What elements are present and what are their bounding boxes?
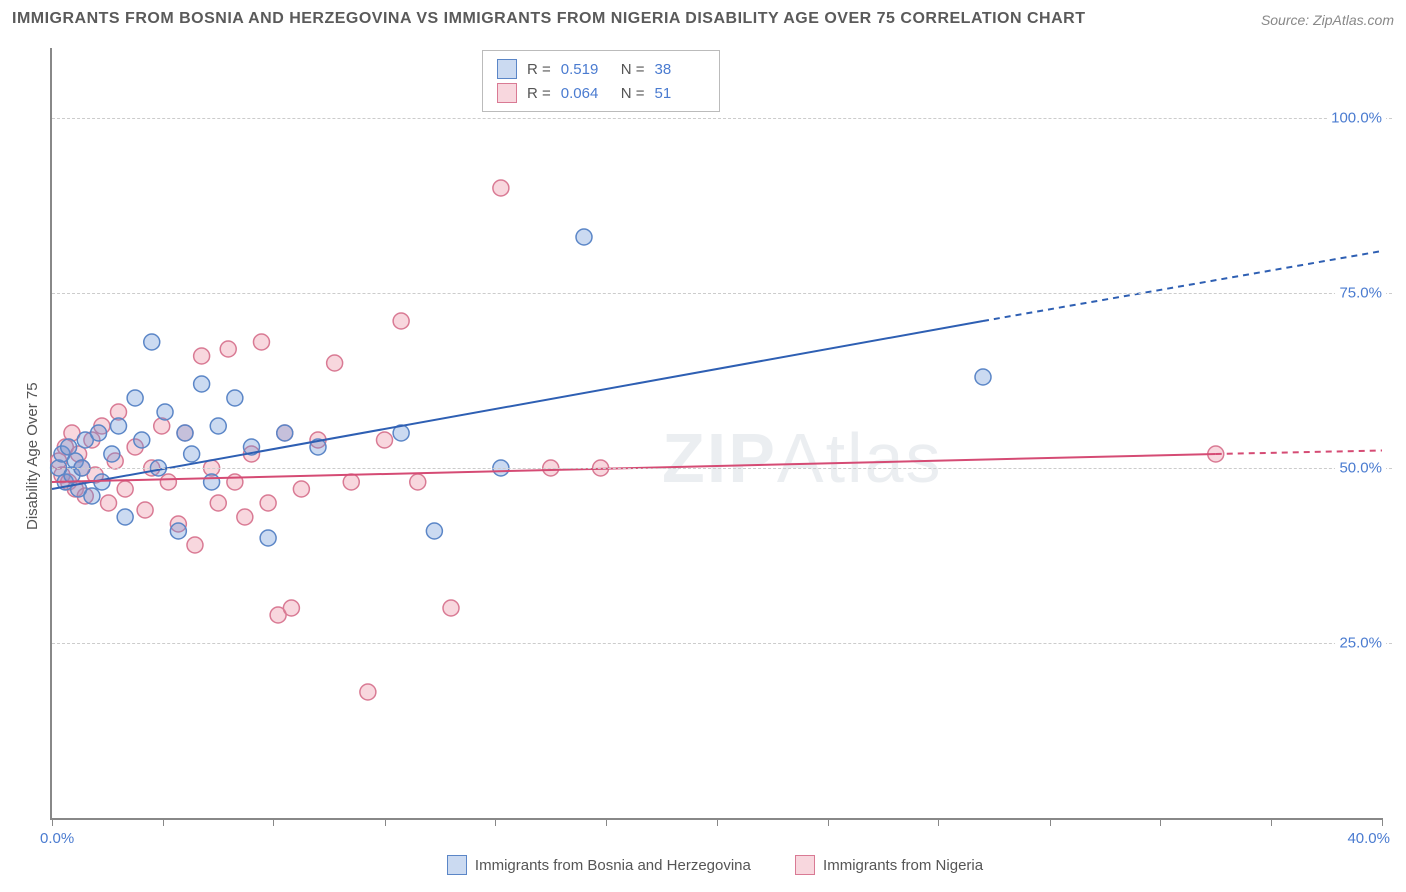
scatter-point-nigeria <box>343 474 359 490</box>
n-label: N = <box>621 61 645 78</box>
scatter-point-bosnia <box>177 425 193 441</box>
scatter-point-nigeria <box>393 313 409 329</box>
scatter-point-nigeria <box>493 180 509 196</box>
series-legend: Immigrants from Bosnia and Herzegovina I… <box>50 855 1380 879</box>
r-value-nigeria: 0.064 <box>561 85 611 102</box>
scatter-point-bosnia <box>227 390 243 406</box>
x-tick <box>828 818 829 826</box>
scatter-point-bosnia <box>260 530 276 546</box>
scatter-point-nigeria <box>101 495 117 511</box>
x-max-label: 40.0% <box>1347 830 1390 847</box>
y-axis-title: Disability Age Over 75 <box>24 382 41 530</box>
scatter-point-nigeria <box>443 600 459 616</box>
scatter-point-bosnia <box>134 432 150 448</box>
x-tick <box>606 818 607 826</box>
x-tick <box>938 818 939 826</box>
x-tick <box>1382 818 1383 826</box>
scatter-point-bosnia <box>117 509 133 525</box>
trend-line-ext-nigeria <box>1216 451 1382 455</box>
x-tick <box>273 818 274 826</box>
swatch-blue-icon <box>497 59 517 79</box>
r-value-bosnia: 0.519 <box>561 61 611 78</box>
scatter-point-bosnia <box>975 369 991 385</box>
scatter-point-nigeria <box>360 684 376 700</box>
x-tick <box>717 818 718 826</box>
x-tick <box>1271 818 1272 826</box>
scatter-point-bosnia <box>84 488 100 504</box>
n-value-bosnia: 38 <box>655 61 705 78</box>
legend-item-bosnia: Immigrants from Bosnia and Herzegovina <box>447 855 751 875</box>
gridline <box>52 293 1392 294</box>
scatter-point-nigeria <box>210 495 226 511</box>
scatter-point-nigeria <box>194 348 210 364</box>
swatch-pink-icon <box>795 855 815 875</box>
scatter-point-nigeria <box>220 341 236 357</box>
r-label: R = <box>527 85 551 102</box>
scatter-point-nigeria <box>237 509 253 525</box>
x-tick <box>1160 818 1161 826</box>
y-tick-label: 25.0% <box>1335 635 1386 652</box>
gridline <box>52 468 1392 469</box>
gridline <box>52 643 1392 644</box>
plot-area: ZIPAtlas R = 0.519 N = 38 R = 0.064 N = … <box>50 48 1382 820</box>
n-value-nigeria: 51 <box>655 85 705 102</box>
scatter-point-bosnia <box>91 425 107 441</box>
scatter-point-nigeria <box>410 474 426 490</box>
scatter-point-bosnia <box>144 334 160 350</box>
scatter-point-bosnia <box>170 523 186 539</box>
y-tick-label: 100.0% <box>1327 110 1386 127</box>
scatter-point-nigeria <box>327 355 343 371</box>
scatter-point-nigeria <box>187 537 203 553</box>
legend-label-bosnia: Immigrants from Bosnia and Herzegovina <box>475 857 751 874</box>
x-tick <box>495 818 496 826</box>
scatter-point-bosnia <box>576 229 592 245</box>
correlation-legend: R = 0.519 N = 38 R = 0.064 N = 51 <box>482 50 720 112</box>
scatter-point-nigeria <box>227 474 243 490</box>
swatch-blue-icon <box>447 855 467 875</box>
scatter-point-nigeria <box>283 600 299 616</box>
n-label: N = <box>621 85 645 102</box>
trend-line-ext-bosnia <box>983 251 1382 321</box>
scatter-point-bosnia <box>194 376 210 392</box>
chart-svg <box>52 48 1382 818</box>
x-tick <box>163 818 164 826</box>
scatter-point-bosnia <box>210 418 226 434</box>
x-tick <box>1050 818 1051 826</box>
y-tick-label: 50.0% <box>1335 460 1386 477</box>
scatter-point-bosnia <box>111 418 127 434</box>
x-tick <box>385 818 386 826</box>
scatter-point-nigeria <box>117 481 133 497</box>
x-tick <box>52 818 53 826</box>
scatter-point-bosnia <box>127 390 143 406</box>
chart-header: IMMIGRANTS FROM BOSNIA AND HERZEGOVINA V… <box>12 10 1394 40</box>
y-tick-label: 75.0% <box>1335 285 1386 302</box>
scatter-point-bosnia <box>426 523 442 539</box>
legend-label-nigeria: Immigrants from Nigeria <box>823 857 983 874</box>
legend-item-nigeria: Immigrants from Nigeria <box>795 855 983 875</box>
scatter-point-bosnia <box>184 446 200 462</box>
x-min-label: 0.0% <box>40 830 74 847</box>
source-attribution: Source: ZipAtlas.com <box>1261 12 1394 28</box>
scatter-point-bosnia <box>104 446 120 462</box>
scatter-point-bosnia <box>204 474 220 490</box>
chart-title: IMMIGRANTS FROM BOSNIA AND HERZEGOVINA V… <box>12 10 1085 27</box>
scatter-point-nigeria <box>260 495 276 511</box>
swatch-pink-icon <box>497 83 517 103</box>
r-label: R = <box>527 61 551 78</box>
scatter-point-nigeria <box>253 334 269 350</box>
scatter-point-nigeria <box>160 474 176 490</box>
legend-row-bosnia: R = 0.519 N = 38 <box>497 57 705 81</box>
legend-row-nigeria: R = 0.064 N = 51 <box>497 81 705 105</box>
scatter-point-nigeria <box>293 481 309 497</box>
scatter-point-nigeria <box>137 502 153 518</box>
scatter-point-bosnia <box>157 404 173 420</box>
scatter-point-nigeria <box>377 432 393 448</box>
gridline <box>52 118 1392 119</box>
scatter-point-bosnia <box>277 425 293 441</box>
